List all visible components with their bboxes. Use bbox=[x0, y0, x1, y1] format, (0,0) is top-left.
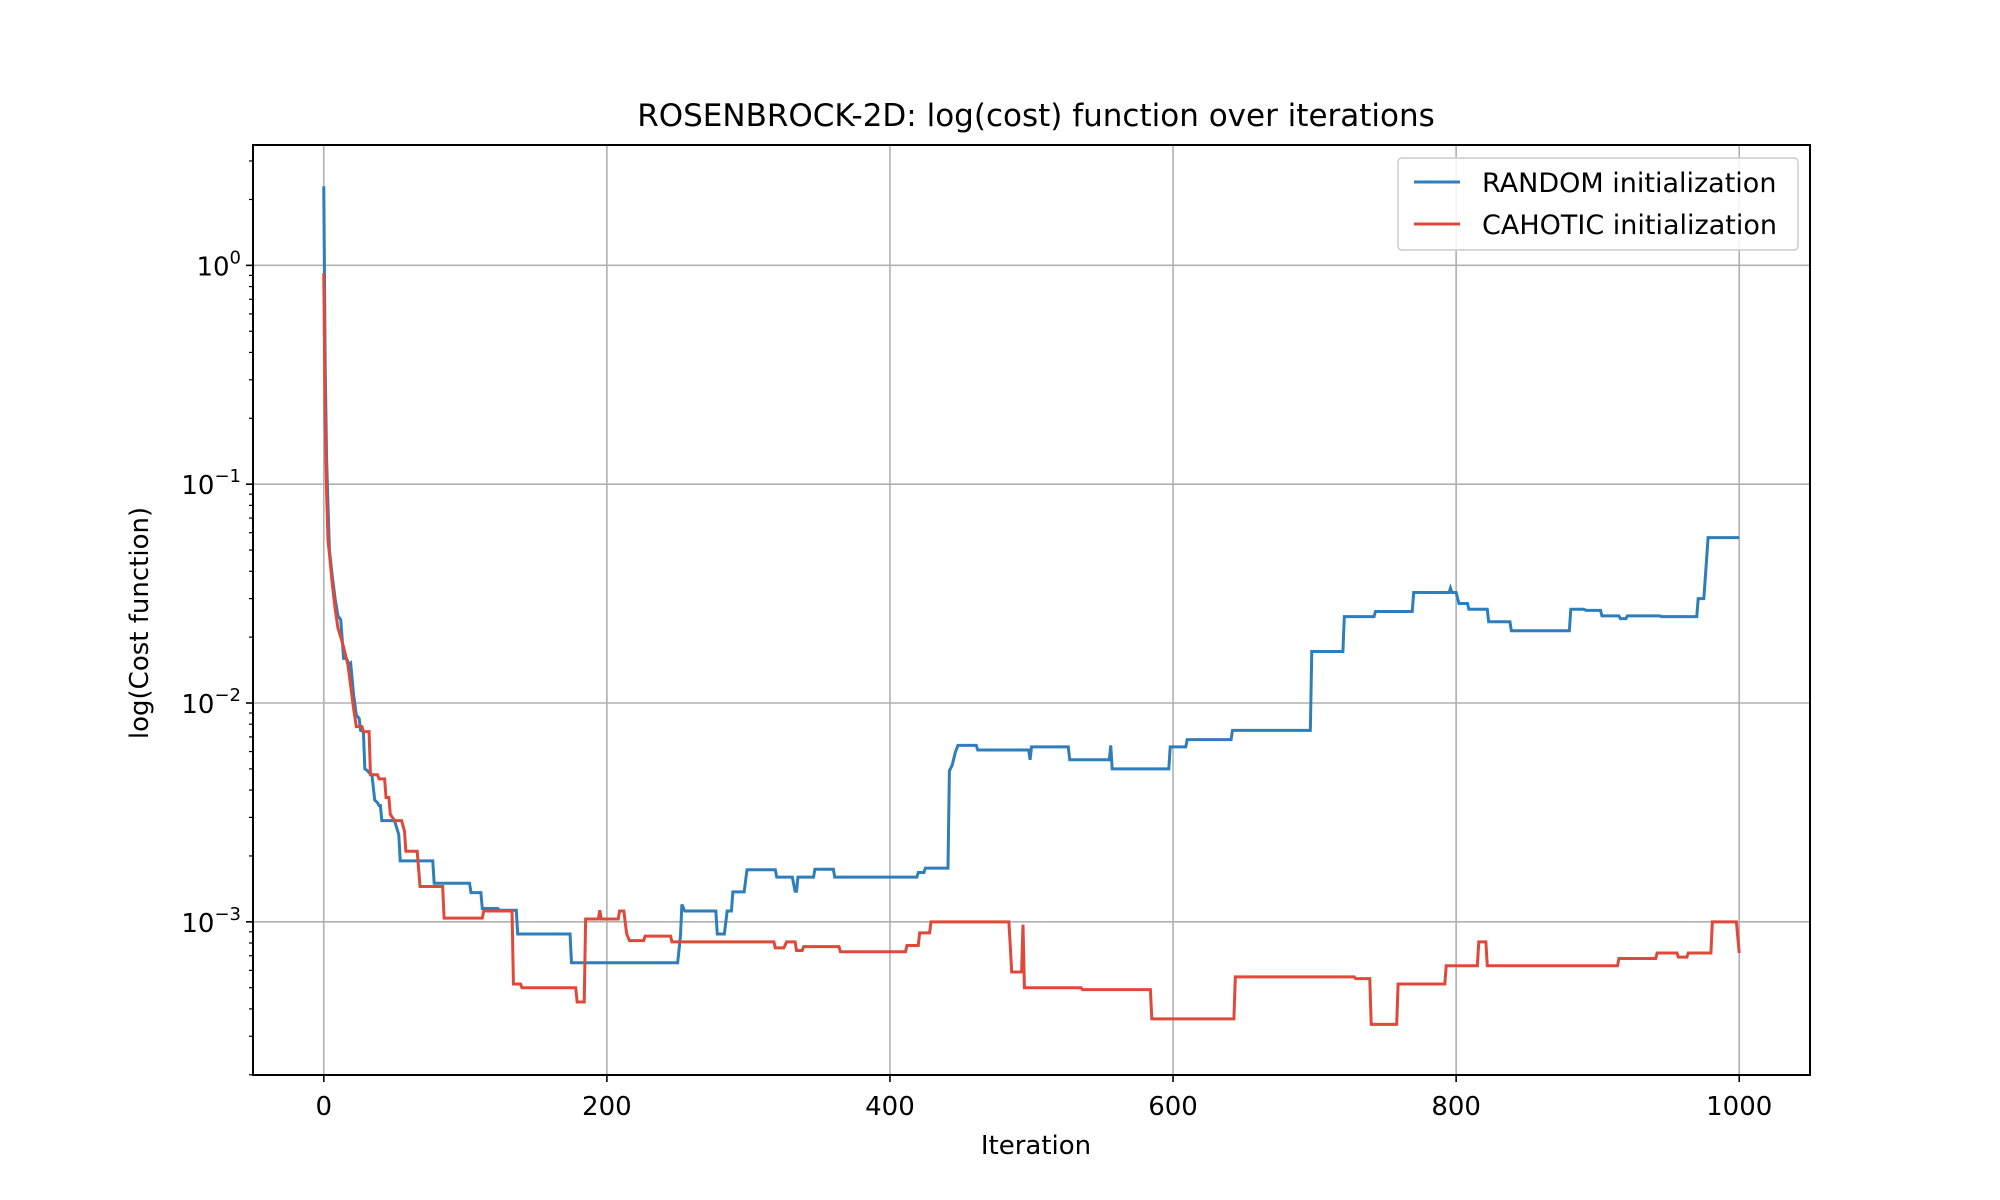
x-tick-label: 600 bbox=[1148, 1092, 1198, 1122]
legend-label: CAHOTIC initialization bbox=[1482, 210, 1777, 241]
y-tick-label: 10−3 bbox=[181, 904, 241, 939]
x-tick-label: 0 bbox=[315, 1092, 332, 1122]
plot-series bbox=[322, 186, 1741, 1026]
x-tick-label: 1000 bbox=[1706, 1092, 1772, 1122]
series-line-chaotic bbox=[322, 273, 1741, 1026]
grid bbox=[253, 145, 1810, 1075]
x-tick-label: 400 bbox=[865, 1092, 915, 1122]
x-tick-label: 200 bbox=[582, 1092, 632, 1122]
plot-frame bbox=[252, 144, 1811, 1076]
x-ticks: 0 200 400 600 800 1000 bbox=[315, 1075, 1772, 1122]
x-tick-label: 800 bbox=[1431, 1092, 1481, 1122]
y-tick-label: 100 bbox=[196, 247, 241, 282]
y-ticks: 100 10−1 10−2 10−3 bbox=[181, 160, 253, 1076]
legend-box bbox=[1397, 157, 1799, 251]
y-tick-label: 10−2 bbox=[181, 685, 241, 720]
y-axis-label: log(Cost function) bbox=[125, 507, 155, 739]
legend-label: RANDOM initialization bbox=[1482, 168, 1776, 199]
y-tick-label: 10−1 bbox=[181, 466, 241, 501]
legend: RANDOM initialization CAHOTIC initializat… bbox=[1397, 157, 1799, 251]
chart-title: ROSENBROCK-2D: log(cost) function over i… bbox=[637, 98, 1435, 134]
x-axis-label: Iteration bbox=[981, 1131, 1091, 1161]
